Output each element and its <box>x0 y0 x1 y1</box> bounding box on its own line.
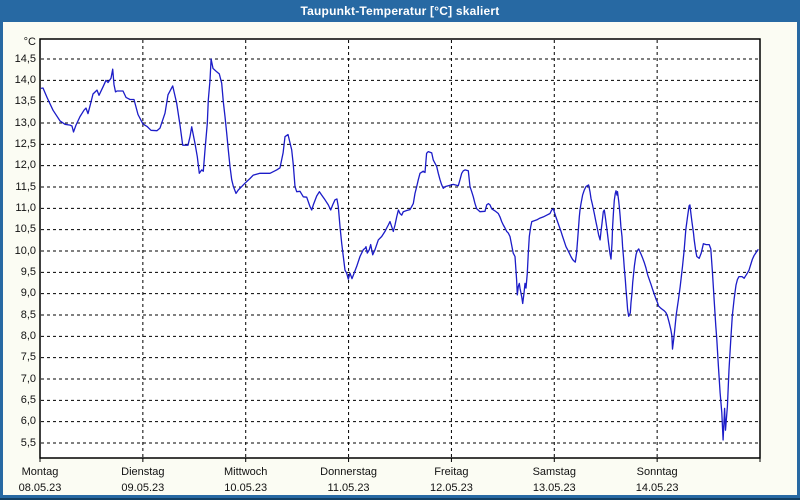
window-border-bottom <box>0 495 800 498</box>
plot-border <box>39 38 761 459</box>
data-line <box>40 58 759 441</box>
window-title: Taupunkt-Temperatur [°C] skaliert <box>0 0 800 22</box>
plot-area <box>40 39 760 458</box>
window-border-bottom-dark <box>0 498 800 500</box>
window-border-right <box>797 22 800 500</box>
window-border-left <box>0 22 3 500</box>
